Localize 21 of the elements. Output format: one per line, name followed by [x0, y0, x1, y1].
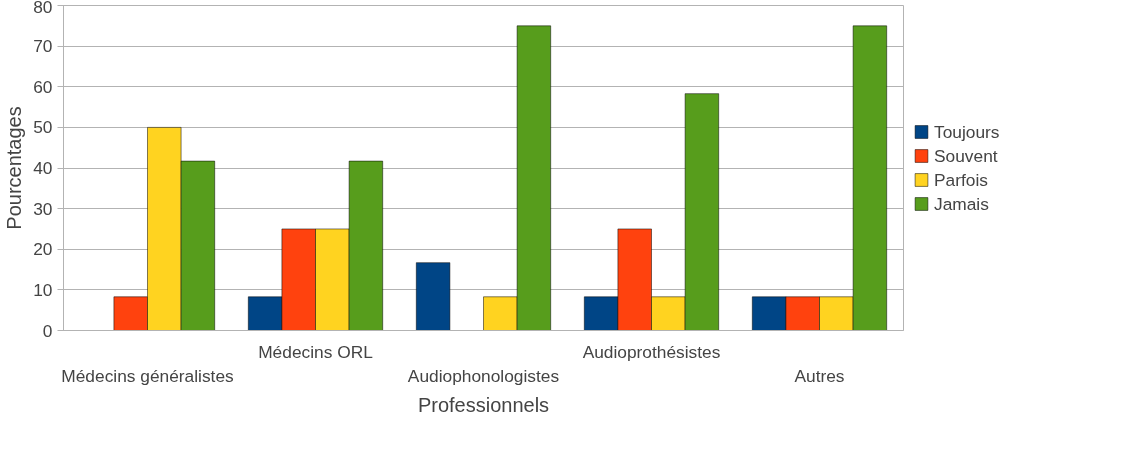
y-tick-label: 0	[42, 320, 53, 341]
y-tick-label: 10	[33, 279, 53, 300]
x-axis-title: Professionnels	[417, 393, 550, 416]
x-tick-label: Audioprothésistes	[582, 341, 721, 362]
y-tick-label: 60	[33, 76, 53, 97]
x-tick-label: Autres	[794, 365, 845, 386]
y-tick-label: 30	[33, 198, 53, 219]
legend-label: Jamais	[934, 193, 989, 214]
y-tick-label: 80	[33, 0, 53, 17]
y-tick-label: 70	[33, 36, 53, 57]
y-tick-label: 40	[33, 158, 53, 178]
bar	[416, 262, 451, 331]
y-tick-label: 50	[33, 117, 53, 138]
x-tick-label: Audiophonologistes	[407, 365, 560, 386]
y-tick-label: 20	[33, 239, 53, 260]
x-tick-label: Médecins généralistes	[61, 365, 235, 386]
y-axis-title: Pourcentages	[3, 106, 26, 230]
legend-label: Souvent	[934, 145, 998, 166]
x-tick-label: Médecins ORL	[258, 341, 374, 362]
legend-label: Parfois	[934, 169, 988, 190]
legend-label: Toujours	[934, 121, 1000, 142]
